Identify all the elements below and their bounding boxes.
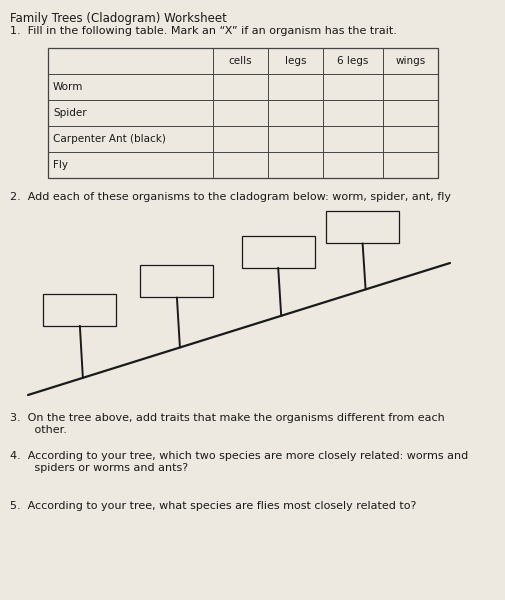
Text: 3.  On the tree above, add traits that make the organisms different from each
  : 3. On the tree above, add traits that ma… (10, 413, 444, 434)
Text: Family Trees (Cladogram) Worksheet: Family Trees (Cladogram) Worksheet (10, 12, 226, 25)
Text: cells: cells (228, 56, 252, 66)
Bar (241, 236, 314, 268)
Text: 4.  According to your tree, which two species are more closely related: worms an: 4. According to your tree, which two spe… (10, 451, 467, 473)
Bar (48, 48, 437, 178)
Text: 1.  Fill in the following table. Mark an “X” if an organism has the trait.: 1. Fill in the following table. Mark an … (10, 26, 396, 36)
Bar (43, 294, 116, 326)
Text: Worm: Worm (53, 82, 83, 92)
Text: Spider: Spider (53, 108, 86, 118)
Text: Carpenter Ant (black): Carpenter Ant (black) (53, 134, 166, 144)
Text: Fly: Fly (53, 160, 68, 170)
Bar (140, 265, 213, 298)
Text: 5.  According to your tree, what species are flies most closely related to?: 5. According to your tree, what species … (10, 501, 416, 511)
Bar (325, 211, 398, 244)
Text: 6 legs: 6 legs (337, 56, 368, 66)
Text: 2.  Add each of these organisms to the cladogram below: worm, spider, ant, fly: 2. Add each of these organisms to the cl… (10, 192, 450, 202)
Text: legs: legs (284, 56, 306, 66)
Text: wings: wings (394, 56, 425, 66)
